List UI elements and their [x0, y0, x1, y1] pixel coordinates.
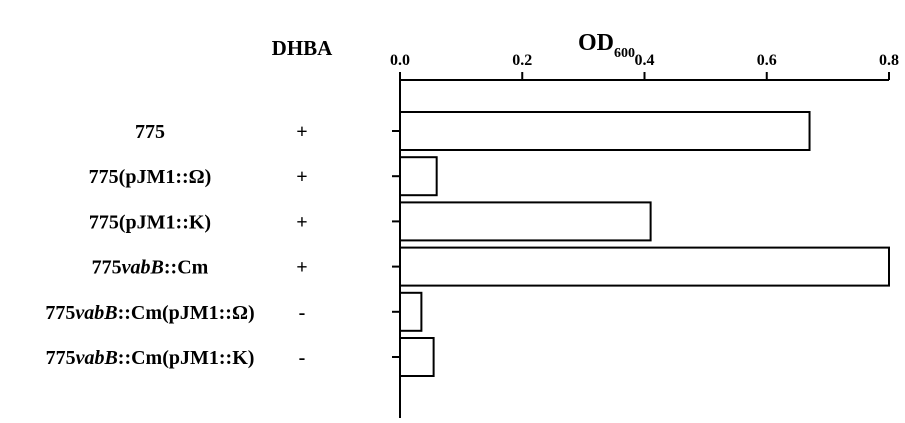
category-label-part: ::Cm(pJM1::K) [118, 347, 255, 369]
x-tick-label: 0.2 [512, 52, 532, 69]
x-tick-label: 0.6 [757, 52, 777, 69]
category-label-part: ::Cm [164, 257, 209, 279]
dhba-value: - [299, 302, 306, 324]
chart-title-text: OD [578, 30, 614, 56]
category-label: 775(pJM1::Ω) [89, 166, 212, 188]
category-label-part: 775 [45, 302, 75, 324]
chart-title-subscript: 600 [614, 46, 635, 61]
x-tick-label: 0.4 [635, 52, 655, 69]
x-tick-label: 0.0 [390, 52, 410, 69]
x-tick-label: 0.8 [879, 52, 899, 69]
bar [399, 291, 423, 332]
category-label: 775vabB::Cm(pJM1::Ω) [45, 302, 254, 324]
dhba-value: + [296, 121, 307, 143]
category-label: 775vabB::Cm(pJM1::K) [46, 347, 255, 369]
category-label-part: ::Cm(pJM1::Ω) [118, 302, 255, 324]
chart-title: OD 600 [578, 30, 635, 61]
category-labels: 775775(pJM1::Ω)775(pJM1::K)775vabB::Cm77… [45, 121, 254, 369]
dhba-value: + [296, 166, 307, 188]
dhba-value: - [299, 347, 306, 369]
category-label-part: 775 [92, 257, 122, 279]
bars [399, 111, 890, 377]
category-label-part: 775 [135, 121, 165, 143]
category-label-part: 775(pJM1::K) [89, 211, 211, 233]
category-label-part: vabB [75, 302, 117, 324]
category-label-part: vabB [122, 257, 164, 279]
category-label-part: vabB [76, 347, 118, 369]
dhba-column-header: DHBA [272, 36, 334, 60]
category-label: 775vabB::Cm [92, 257, 209, 279]
bar [399, 337, 435, 377]
bar [399, 246, 890, 287]
category-label-part: 775 [46, 347, 76, 369]
dhba-values: + + + + - - [296, 121, 307, 369]
category-label: 775 [135, 121, 165, 143]
bar [399, 201, 652, 242]
category-label: 775(pJM1::K) [89, 211, 211, 233]
bar [399, 111, 811, 151]
dhba-value: + [296, 211, 307, 233]
bar [399, 156, 438, 197]
category-label-part: 775(pJM1::Ω) [89, 166, 212, 188]
dhba-value: + [296, 257, 307, 279]
